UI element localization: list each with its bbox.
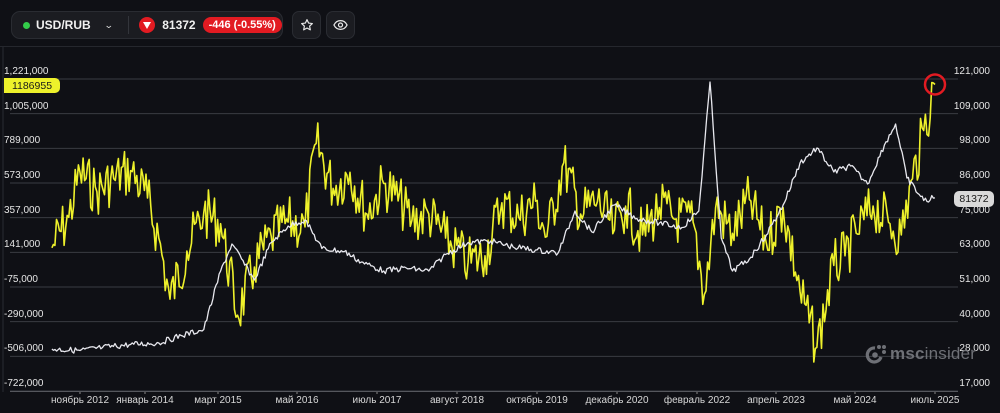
msc-logo-icon [865, 345, 886, 364]
right-axis-tick: 40,000 [959, 308, 990, 320]
left-axis-tick: 1,005,000 [4, 100, 49, 112]
time-axis-tick: март 2015 [194, 395, 242, 406]
symbol-label: USD/RUB [36, 18, 91, 32]
watermark-logo: msc insider [865, 344, 976, 364]
left-axis-tick: 141,000 [4, 239, 41, 251]
toolbar: USD/RUB ⌄ 81372 -446 (-0.55%) [0, 0, 1000, 47]
time-axis-tick: декабрь 2020 [585, 395, 649, 406]
triangle-down-icon [139, 17, 156, 33]
left-axis-tick: 1,221,000 [4, 66, 49, 77]
left-axis-tick: -75,000 [4, 274, 38, 285]
price-change-badge: -446 (-0.55%) [202, 17, 282, 33]
left-axis-tick: -290,000 [4, 308, 44, 320]
chevron-down-icon[interactable]: ⌄ [103, 19, 114, 30]
eye-icon [333, 19, 348, 31]
watchlist-star-button[interactable] [292, 11, 321, 39]
last-price: 81372 [162, 18, 196, 32]
time-axis-tick: апрель 2023 [747, 395, 805, 406]
time-axis-tick: ноябрь 2012 [50, 395, 110, 406]
right-axis-tick: 121,000 [953, 66, 990, 77]
left-last-value-tag: 1186955 [4, 78, 60, 93]
time-axis-tick: май 2024 [833, 395, 877, 406]
right-axis-tick: 86,000 [959, 170, 990, 181]
right-axis-tick: 17,000 [959, 378, 990, 389]
visibility-eye-button[interactable] [326, 11, 355, 39]
left-axis-tick: 573,000 [4, 170, 41, 181]
right-axis-tick: 63,000 [959, 239, 990, 251]
highlight-circle [923, 73, 947, 96]
right-axis-tick: 75,000 [959, 204, 990, 216]
left-axis-tick: -722,000 [4, 378, 44, 389]
time-axis-tick: октябрь 2019 [506, 395, 568, 406]
time-axis-tick: февраль 2022 [663, 395, 731, 406]
right-last-value-tag: 81372 [954, 191, 994, 207]
time-axis-tick: июль 2017 [352, 395, 402, 406]
left-axis-tick: 789,000 [4, 135, 41, 147]
watermark-bold: msc [890, 344, 925, 363]
time-axis-tick: май 2016 [275, 395, 319, 406]
right-axis-tick: 109,000 [953, 100, 990, 112]
watermark-light: insider [924, 344, 977, 363]
symbol-pill[interactable]: USD/RUB ⌄ 81372 -446 (-0.55%) [11, 11, 283, 39]
time-axis-tick: январь 2014 [116, 395, 174, 406]
right-axis-tick: 28,000 [959, 343, 990, 355]
right-axis-tick: 51,000 [959, 274, 990, 285]
divider [128, 16, 130, 34]
star-icon [300, 19, 313, 31]
time-axis-tick: август 2018 [429, 395, 485, 406]
left-axis-tick: -506,000 [4, 343, 44, 355]
yellow-series-line [51, 81, 936, 363]
market-status-dot-icon [23, 21, 30, 29]
time-axis-tick: июль 2025 [910, 395, 960, 406]
right-axis-tick: 98,000 [959, 135, 990, 147]
left-axis-tick: 357,000 [4, 204, 41, 216]
usdrub-series-line [51, 81, 936, 354]
